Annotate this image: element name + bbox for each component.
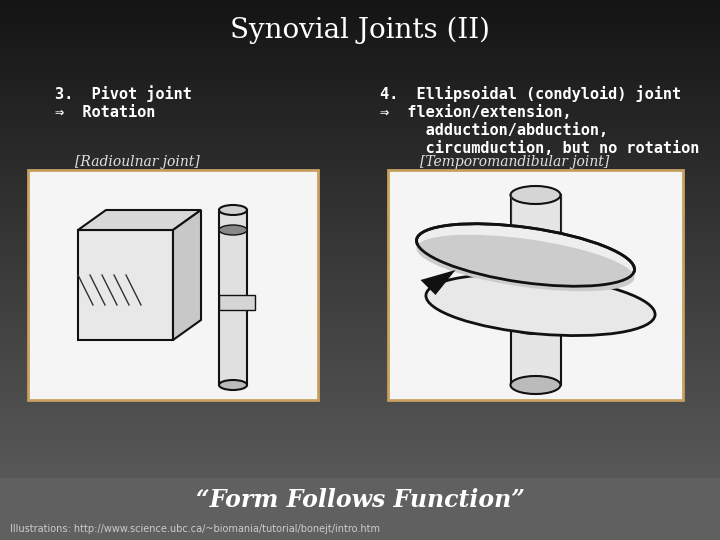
- Bar: [28, 170, 318, 400]
- Ellipse shape: [219, 225, 247, 235]
- Text: Synovial Joints (II): Synovial Joints (II): [230, 16, 490, 44]
- Polygon shape: [173, 210, 201, 340]
- Text: 3.  Pivot joint: 3. Pivot joint: [55, 85, 192, 102]
- Ellipse shape: [510, 316, 560, 334]
- PathPatch shape: [420, 270, 456, 295]
- Ellipse shape: [219, 380, 247, 390]
- Bar: [510, 325, 560, 385]
- Text: [Radioulnar joint]: [Radioulnar joint]: [75, 155, 199, 169]
- Text: adduction/abduction,: adduction/abduction,: [380, 123, 608, 138]
- Polygon shape: [78, 210, 201, 230]
- Bar: [219, 210, 247, 385]
- Text: ⇒  flexion/extension,: ⇒ flexion/extension,: [380, 105, 572, 120]
- Ellipse shape: [416, 224, 634, 286]
- Bar: [388, 170, 683, 400]
- Text: Illustrations: http://www.science.ubc.ca/~biomania/tutorial/bonejt/intro.htm: Illustrations: http://www.science.ubc.ca…: [10, 524, 380, 534]
- Polygon shape: [219, 295, 255, 310]
- Text: 4.  Ellipsoidal (condyloid) joint: 4. Ellipsoidal (condyloid) joint: [380, 85, 681, 102]
- Text: ⇒  Rotation: ⇒ Rotation: [55, 105, 156, 120]
- Ellipse shape: [426, 274, 655, 335]
- Text: “Form Follows Function”: “Form Follows Function”: [196, 488, 524, 512]
- Text: circumduction, but no rotation: circumduction, but no rotation: [380, 141, 699, 156]
- Bar: [0, 478, 720, 540]
- Ellipse shape: [510, 376, 560, 394]
- Text: [Temporomandibular joint]: [Temporomandibular joint]: [420, 155, 609, 169]
- Ellipse shape: [219, 205, 247, 215]
- Polygon shape: [78, 230, 173, 340]
- Ellipse shape: [416, 235, 634, 291]
- Ellipse shape: [510, 186, 560, 204]
- Bar: [510, 195, 560, 270]
